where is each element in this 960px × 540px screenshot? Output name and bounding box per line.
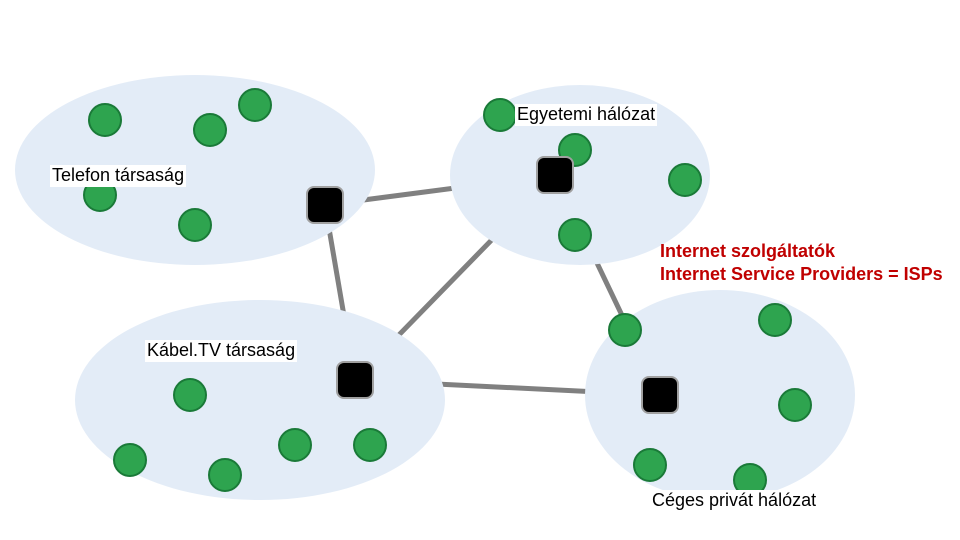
node-t5 — [178, 208, 212, 242]
label-lbl_kabeltv: Kábel.TV társaság — [145, 340, 297, 362]
node-c4 — [633, 448, 667, 482]
node-k1 — [173, 378, 207, 412]
node-k5 — [353, 428, 387, 462]
network-diagram: Telefon társaság Egyetemi hálózat Kábel.TV… — [0, 0, 960, 540]
isp-line2: Internet Service Providers = ISPs — [660, 263, 943, 286]
node-u1 — [483, 98, 517, 132]
isp-label: Internet szolgáltatókInternet Service Pr… — [660, 240, 943, 287]
node-t2 — [193, 113, 227, 147]
router-r_bottom — [336, 361, 374, 399]
node-c1 — [608, 313, 642, 347]
node-t1 — [88, 103, 122, 137]
label-lbl_telefon: Telefon társaság — [50, 165, 186, 187]
node-t3 — [238, 88, 272, 122]
node-k2 — [113, 443, 147, 477]
node-u3 — [668, 163, 702, 197]
router-r_uni — [536, 156, 574, 194]
router-r_ceges — [641, 376, 679, 414]
node-k4 — [278, 428, 312, 462]
node-u4 — [558, 218, 592, 252]
label-lbl_ceges: Céges privát hálózat — [650, 490, 818, 512]
node-c2 — [758, 303, 792, 337]
isp-line1: Internet szolgáltatók — [660, 240, 943, 263]
router-r_top — [306, 186, 344, 224]
node-k3 — [208, 458, 242, 492]
label-lbl_egyetemi: Egyetemi hálózat — [515, 104, 657, 126]
node-c3 — [778, 388, 812, 422]
